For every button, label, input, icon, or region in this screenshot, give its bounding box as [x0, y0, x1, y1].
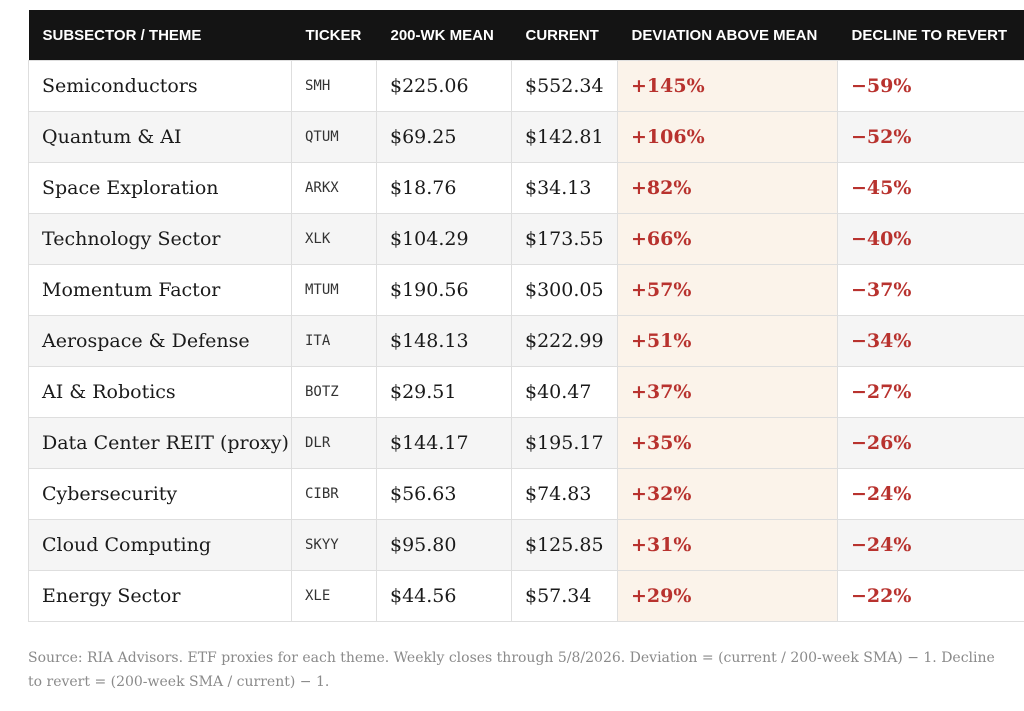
cell-current: $142.81: [511, 111, 618, 163]
table-row: Aerospace & Defense ITA $148.13 $222.99 +51%…: [28, 315, 1024, 367]
table-row: Data Center REIT (proxy) DLR $144.17 $195.1…: [28, 417, 1024, 469]
cell-decline: −26%: [837, 417, 1024, 469]
cell-200wk-mean: $44.56: [376, 570, 512, 622]
cell-current: $74.83: [511, 468, 618, 520]
cell-deviation: +57%: [617, 264, 838, 316]
source-note: Source: RIA Advisors. ETF proxies for ea…: [28, 650, 995, 690]
cell-subsector-theme: Momentum Factor: [28, 264, 292, 316]
table-header: SUBSECTOR / THEME TICKER 200-WK MEAN CUR…: [28, 10, 1024, 61]
cell-deviation: +145%: [617, 60, 838, 112]
header-decline-to-revert: DECLINE TO REVERT: [837, 10, 1024, 61]
deviation-table-container: SUBSECTOR / THEME TICKER 200-WK MEAN CUR…: [28, 10, 1024, 622]
cell-decline: −34%: [837, 315, 1024, 367]
cell-200wk-mean: $29.51: [376, 366, 512, 418]
table-row: Semiconductors SMH $225.06 $552.34 +145% −59%: [28, 60, 1024, 112]
cell-200wk-mean: $18.76: [376, 162, 512, 214]
cell-ticker: XLK: [291, 213, 377, 265]
cell-subsector-theme: Data Center REIT (proxy): [28, 417, 292, 469]
cell-subsector-theme: Technology Sector: [28, 213, 292, 265]
cell-deviation: +51%: [617, 315, 838, 367]
cell-current: $34.13: [511, 162, 618, 214]
cell-deviation: +82%: [617, 162, 838, 214]
cell-decline: −59%: [837, 60, 1024, 112]
header-200wk-mean: 200-WK MEAN: [376, 10, 512, 61]
cell-200wk-mean: $69.25: [376, 111, 512, 163]
table-row: Technology Sector XLK $104.29 $173.55 +66% −4…: [28, 213, 1024, 265]
cell-decline: −37%: [837, 264, 1024, 316]
table-row: Cloud Computing SKYY $95.80 $125.85 +31% −24%: [28, 519, 1024, 571]
cell-deviation: +106%: [617, 111, 838, 163]
cell-200wk-mean: $148.13: [376, 315, 512, 367]
header-ticker: TICKER: [291, 10, 377, 61]
cell-200wk-mean: $104.29: [376, 213, 512, 265]
cell-ticker: QTUM: [291, 111, 377, 163]
cell-200wk-mean: $190.56: [376, 264, 512, 316]
cell-decline: −45%: [837, 162, 1024, 214]
cell-ticker: SKYY: [291, 519, 377, 571]
cell-deviation: +66%: [617, 213, 838, 265]
cell-current: $173.55: [511, 213, 618, 265]
cell-current: $300.05: [511, 264, 618, 316]
table-body: Semiconductors SMH $225.06 $552.34 +145% −59%…: [28, 60, 1024, 622]
cell-subsector-theme: Semiconductors: [28, 60, 292, 112]
cell-200wk-mean: $95.80: [376, 519, 512, 571]
cell-subsector-theme: AI & Robotics: [28, 366, 292, 418]
cell-subsector-theme: Cybersecurity: [28, 468, 292, 520]
table-row: Momentum Factor MTUM $190.56 $300.05 +57% −37…: [28, 264, 1024, 316]
cell-decline: −40%: [837, 213, 1024, 265]
deviation-table: SUBSECTOR / THEME TICKER 200-WK MEAN CUR…: [28, 10, 1024, 622]
cell-deviation: +31%: [617, 519, 838, 571]
cell-current: $195.17: [511, 417, 618, 469]
cell-ticker: MTUM: [291, 264, 377, 316]
header-row: SUBSECTOR / THEME TICKER 200-WK MEAN CUR…: [28, 10, 1024, 61]
cell-current: $40.47: [511, 366, 618, 418]
cell-ticker: XLE: [291, 570, 377, 622]
cell-decline: −24%: [837, 519, 1024, 571]
cell-ticker: ITA: [291, 315, 377, 367]
cell-decline: −22%: [837, 570, 1024, 622]
cell-current: $125.85: [511, 519, 618, 571]
cell-ticker: DLR: [291, 417, 377, 469]
cell-subsector-theme: Quantum & AI: [28, 111, 292, 163]
cell-deviation: +32%: [617, 468, 838, 520]
cell-ticker: CIBR: [291, 468, 377, 520]
table-row: Cybersecurity CIBR $56.63 $74.83 +32% −24%: [28, 468, 1024, 520]
cell-200wk-mean: $144.17: [376, 417, 512, 469]
table-row: AI & Robotics BOTZ $29.51 $40.47 +37% −27%: [28, 366, 1024, 418]
cell-subsector-theme: Aerospace & Defense: [28, 315, 292, 367]
header-subsector-theme: SUBSECTOR / THEME: [28, 10, 292, 61]
cell-deviation: +37%: [617, 366, 838, 418]
cell-subsector-theme: Cloud Computing: [28, 519, 292, 571]
cell-200wk-mean: $225.06: [376, 60, 512, 112]
cell-ticker: SMH: [291, 60, 377, 112]
cell-decline: −52%: [837, 111, 1024, 163]
cell-deviation: +29%: [617, 570, 838, 622]
header-deviation-above-mean: DEVIATION ABOVE MEAN: [617, 10, 838, 61]
header-current: CURRENT: [511, 10, 618, 61]
table-row: Quantum & AI QTUM $69.25 $142.81 +106% −52%: [28, 111, 1024, 163]
table-row: Space Exploration ARKX $18.76 $34.13 +82% −45…: [28, 162, 1024, 214]
cell-current: $222.99: [511, 315, 618, 367]
cell-decline: −27%: [837, 366, 1024, 418]
cell-ticker: ARKX: [291, 162, 377, 214]
cell-200wk-mean: $56.63: [376, 468, 512, 520]
cell-subsector-theme: Energy Sector: [28, 570, 292, 622]
cell-current: $552.34: [511, 60, 618, 112]
cell-decline: −24%: [837, 468, 1024, 520]
table-row: Energy Sector XLE $44.56 $57.34 +29% −22%: [28, 570, 1024, 622]
cell-current: $57.34: [511, 570, 618, 622]
cell-ticker: BOTZ: [291, 366, 377, 418]
cell-subsector-theme: Space Exploration: [28, 162, 292, 214]
cell-deviation: +35%: [617, 417, 838, 469]
